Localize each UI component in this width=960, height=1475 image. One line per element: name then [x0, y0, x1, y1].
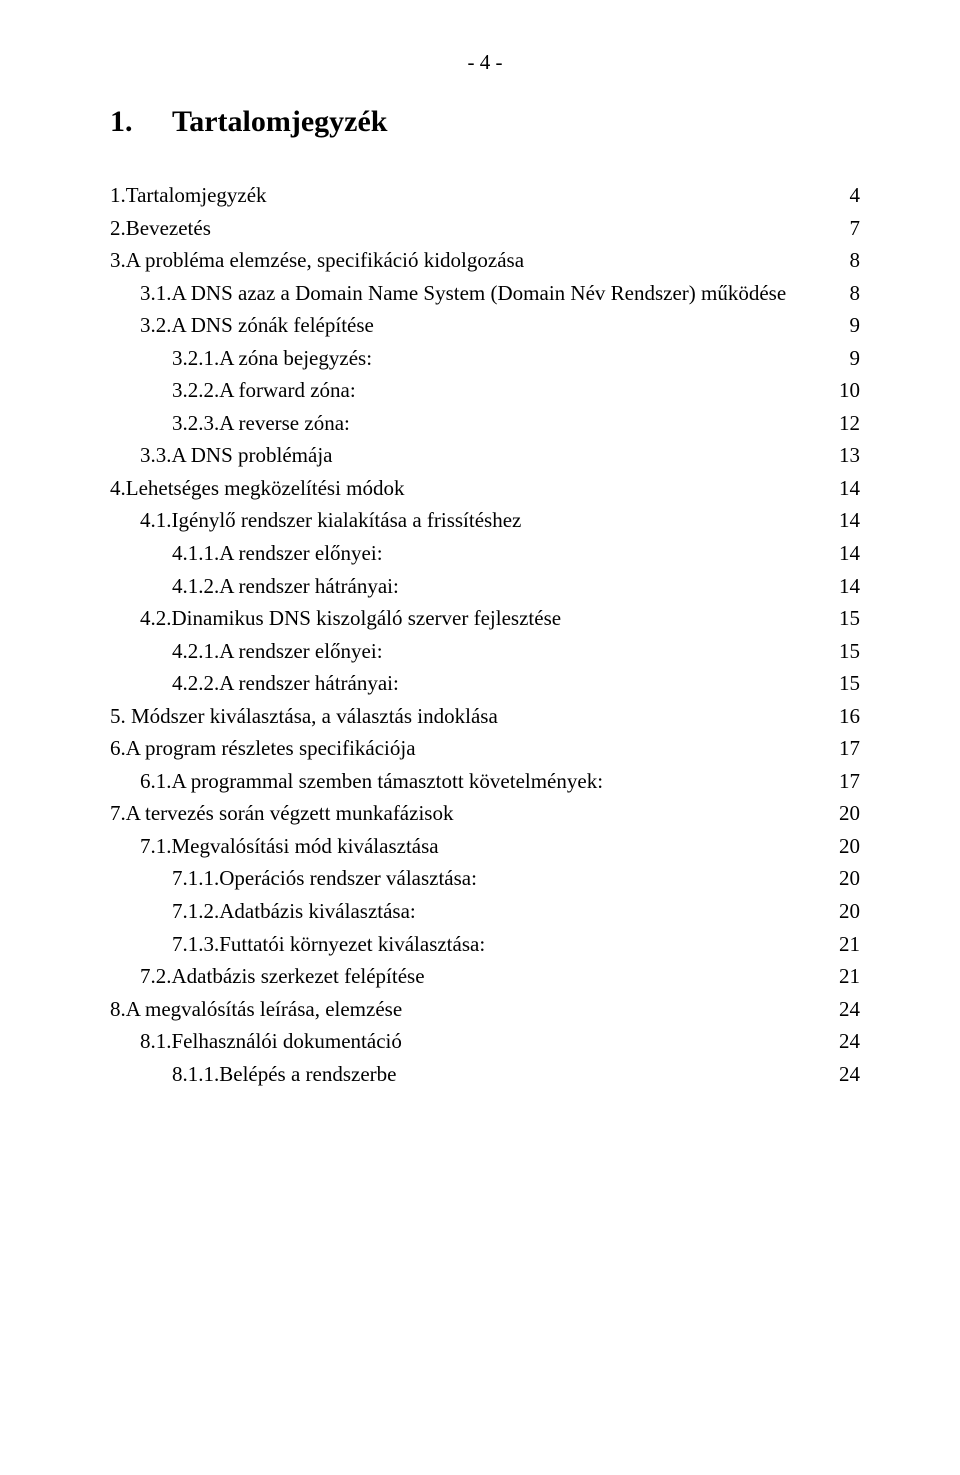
- toc-entry: 3.2.1.A zóna bejegyzés: 9: [110, 342, 860, 375]
- toc-entry-page: 21: [839, 928, 860, 961]
- toc-entry-label: 4.Lehetséges megközelítési módok: [110, 472, 405, 505]
- toc-entry: 4.2.Dinamikus DNS kiszolgáló szerver fej…: [110, 602, 860, 635]
- toc-entry-page: 8: [850, 277, 861, 310]
- toc-entry: 1.Tartalomjegyzék 4: [110, 179, 860, 212]
- toc-entry-page: 14: [839, 570, 860, 603]
- toc-entry-label: 1.Tartalomjegyzék: [110, 179, 267, 212]
- toc-entry-label: 4.1.1.A rendszer előnyei:: [172, 537, 383, 570]
- toc-entry-label: 7.A tervezés során végzett munkafázisok: [110, 797, 453, 830]
- toc-entry-page: 15: [839, 602, 860, 635]
- toc-entry: 8.1.Felhasználói dokumentáció 24: [110, 1025, 860, 1058]
- toc-entry-label: 4.1.2.A rendszer hátrányai:: [172, 570, 399, 603]
- page-number: - 4 -: [110, 50, 860, 75]
- toc-entry-label: 4.1.Igénylő rendszer kialakítása a friss…: [140, 504, 521, 537]
- main-heading: 1. Tartalomjegyzék: [110, 105, 860, 139]
- document-page: - 4 - 1. Tartalomjegyzék 1.Tartalomjegyz…: [0, 0, 960, 1150]
- toc-entry-page: 20: [839, 830, 860, 863]
- toc-entry-label: 3.2.2.A forward zóna:: [172, 374, 356, 407]
- toc-entry-page: 13: [839, 439, 860, 472]
- toc-entry: 4.2.2.A rendszer hátrányai: 15: [110, 667, 860, 700]
- toc-entry-label: 7.1.2.Adatbázis kiválasztása:: [172, 895, 416, 928]
- toc-entry: 4.Lehetséges megközelítési módok 14: [110, 472, 860, 505]
- toc-entry-label: 7.1.1.Operációs rendszer választása:: [172, 862, 477, 895]
- toc-entry-page: 21: [839, 960, 860, 993]
- toc-entry-label: 8.1.1.Belépés a rendszerbe: [172, 1058, 397, 1091]
- toc-entry: 3.3.A DNS problémája 13: [110, 439, 860, 472]
- toc-entry-label: 3.A probléma elemzése, specifikáció kido…: [110, 244, 524, 277]
- toc-entry: 6.A program részletes specifikációja 17: [110, 732, 860, 765]
- toc-entry-label: 2.Bevezetés: [110, 212, 211, 245]
- toc-entry-page: 4: [850, 179, 861, 212]
- toc-entry-label: 3.2.A DNS zónák felépítése: [140, 309, 374, 342]
- toc-entry-page: 9: [850, 309, 861, 342]
- toc-entry-page: 24: [839, 993, 860, 1026]
- toc-entry: 7.1.3.Futtatói környezet kiválasztása: 21: [110, 928, 860, 961]
- toc-entry: 6.1.A programmal szemben támasztott köve…: [110, 765, 860, 798]
- toc-entry-label: 6.A program részletes specifikációja: [110, 732, 416, 765]
- toc-entry-label: 4.2.1.A rendszer előnyei:: [172, 635, 383, 668]
- toc-entry-page: 9: [850, 342, 861, 375]
- toc-entry-label: 4.2.Dinamikus DNS kiszolgáló szerver fej…: [140, 602, 561, 635]
- toc-entry: 7.1.Megvalósítási mód kiválasztása 20: [110, 830, 860, 863]
- toc-entry-label: 8.A megvalósítás leírása, elemzése: [110, 993, 402, 1026]
- toc-entry: 2.Bevezetés 7: [110, 212, 860, 245]
- toc-entry-page: 20: [839, 797, 860, 830]
- toc-entry-page: 24: [839, 1025, 860, 1058]
- toc-entry: 8.A megvalósítás leírása, elemzése 24: [110, 993, 860, 1026]
- toc-entry-label: 3.3.A DNS problémája: [140, 439, 332, 472]
- toc-entry-label: 7.1.Megvalósítási mód kiválasztása: [140, 830, 439, 863]
- toc-entry-page: 17: [839, 765, 860, 798]
- toc-entry-label: 6.1.A programmal szemben támasztott köve…: [140, 765, 603, 798]
- toc-entry: 4.2.1.A rendszer előnyei: 15: [110, 635, 860, 668]
- toc-entry-label: 5. Módszer kiválasztása, a választás ind…: [110, 700, 498, 733]
- toc-entry-page: 14: [839, 504, 860, 537]
- toc-entry-page: 16: [839, 700, 860, 733]
- toc-entry: 4.1.Igénylő rendszer kialakítása a friss…: [110, 504, 860, 537]
- toc-entry: 7.A tervezés során végzett munkafázisok 2…: [110, 797, 860, 830]
- toc-entry-page: 17: [839, 732, 860, 765]
- toc-entry-page: 10: [839, 374, 860, 407]
- toc-entry-page: 15: [839, 635, 860, 668]
- toc-entry-label: 4.2.2.A rendszer hátrányai:: [172, 667, 399, 700]
- toc-entry-page: 12: [839, 407, 860, 440]
- toc-entry: 7.1.1.Operációs rendszer választása: 20: [110, 862, 860, 895]
- toc-entry-page: 15: [839, 667, 860, 700]
- toc-entry: 3.2.3.A reverse zóna: 12: [110, 407, 860, 440]
- toc-entry-label: 3.2.1.A zóna bejegyzés:: [172, 342, 372, 375]
- toc-entry-label: 7.1.3.Futtatói környezet kiválasztása:: [172, 928, 485, 961]
- toc-entry: 7.2.Adatbázis szerkezet felépítése 21: [110, 960, 860, 993]
- toc-entry: 3.1.A DNS azaz a Domain Name System (Dom…: [110, 277, 860, 310]
- toc-entry-label: 3.1.A DNS azaz a Domain Name System (Dom…: [140, 277, 786, 310]
- toc-entry: 5. Módszer kiválasztása, a választás ind…: [110, 700, 860, 733]
- toc-entry: 3.A probléma elemzése, specifikáció kido…: [110, 244, 860, 277]
- toc-entry: 4.1.1.A rendszer előnyei: 14: [110, 537, 860, 570]
- toc-entry-label: 3.2.3.A reverse zóna:: [172, 407, 350, 440]
- toc-entry-page: 14: [839, 472, 860, 505]
- toc-entry-page: 14: [839, 537, 860, 570]
- toc-entry: 3.2.2.A forward zóna: 10: [110, 374, 860, 407]
- toc-entry-page: 20: [839, 895, 860, 928]
- toc-entry-page: 7: [850, 212, 861, 245]
- toc-entry-page: 8: [850, 244, 861, 277]
- heading-title: Tartalomjegyzék: [172, 105, 388, 138]
- toc-entry-label: 8.1.Felhasználói dokumentáció: [140, 1025, 402, 1058]
- toc-entry-page: 20: [839, 862, 860, 895]
- toc-entry: 8.1.1.Belépés a rendszerbe 24: [110, 1058, 860, 1091]
- toc-entry-label: 7.2.Adatbázis szerkezet felépítése: [140, 960, 425, 993]
- heading-number: 1.: [110, 105, 165, 139]
- toc-entry: 3.2.A DNS zónák felépítése 9: [110, 309, 860, 342]
- table-of-contents: 1.Tartalomjegyzék 4 2.Bevezetés 7 3.A problé…: [110, 179, 860, 1090]
- toc-entry: 7.1.2.Adatbázis kiválasztása: 20: [110, 895, 860, 928]
- toc-entry-page: 24: [839, 1058, 860, 1091]
- toc-entry: 4.1.2.A rendszer hátrányai: 14: [110, 570, 860, 603]
